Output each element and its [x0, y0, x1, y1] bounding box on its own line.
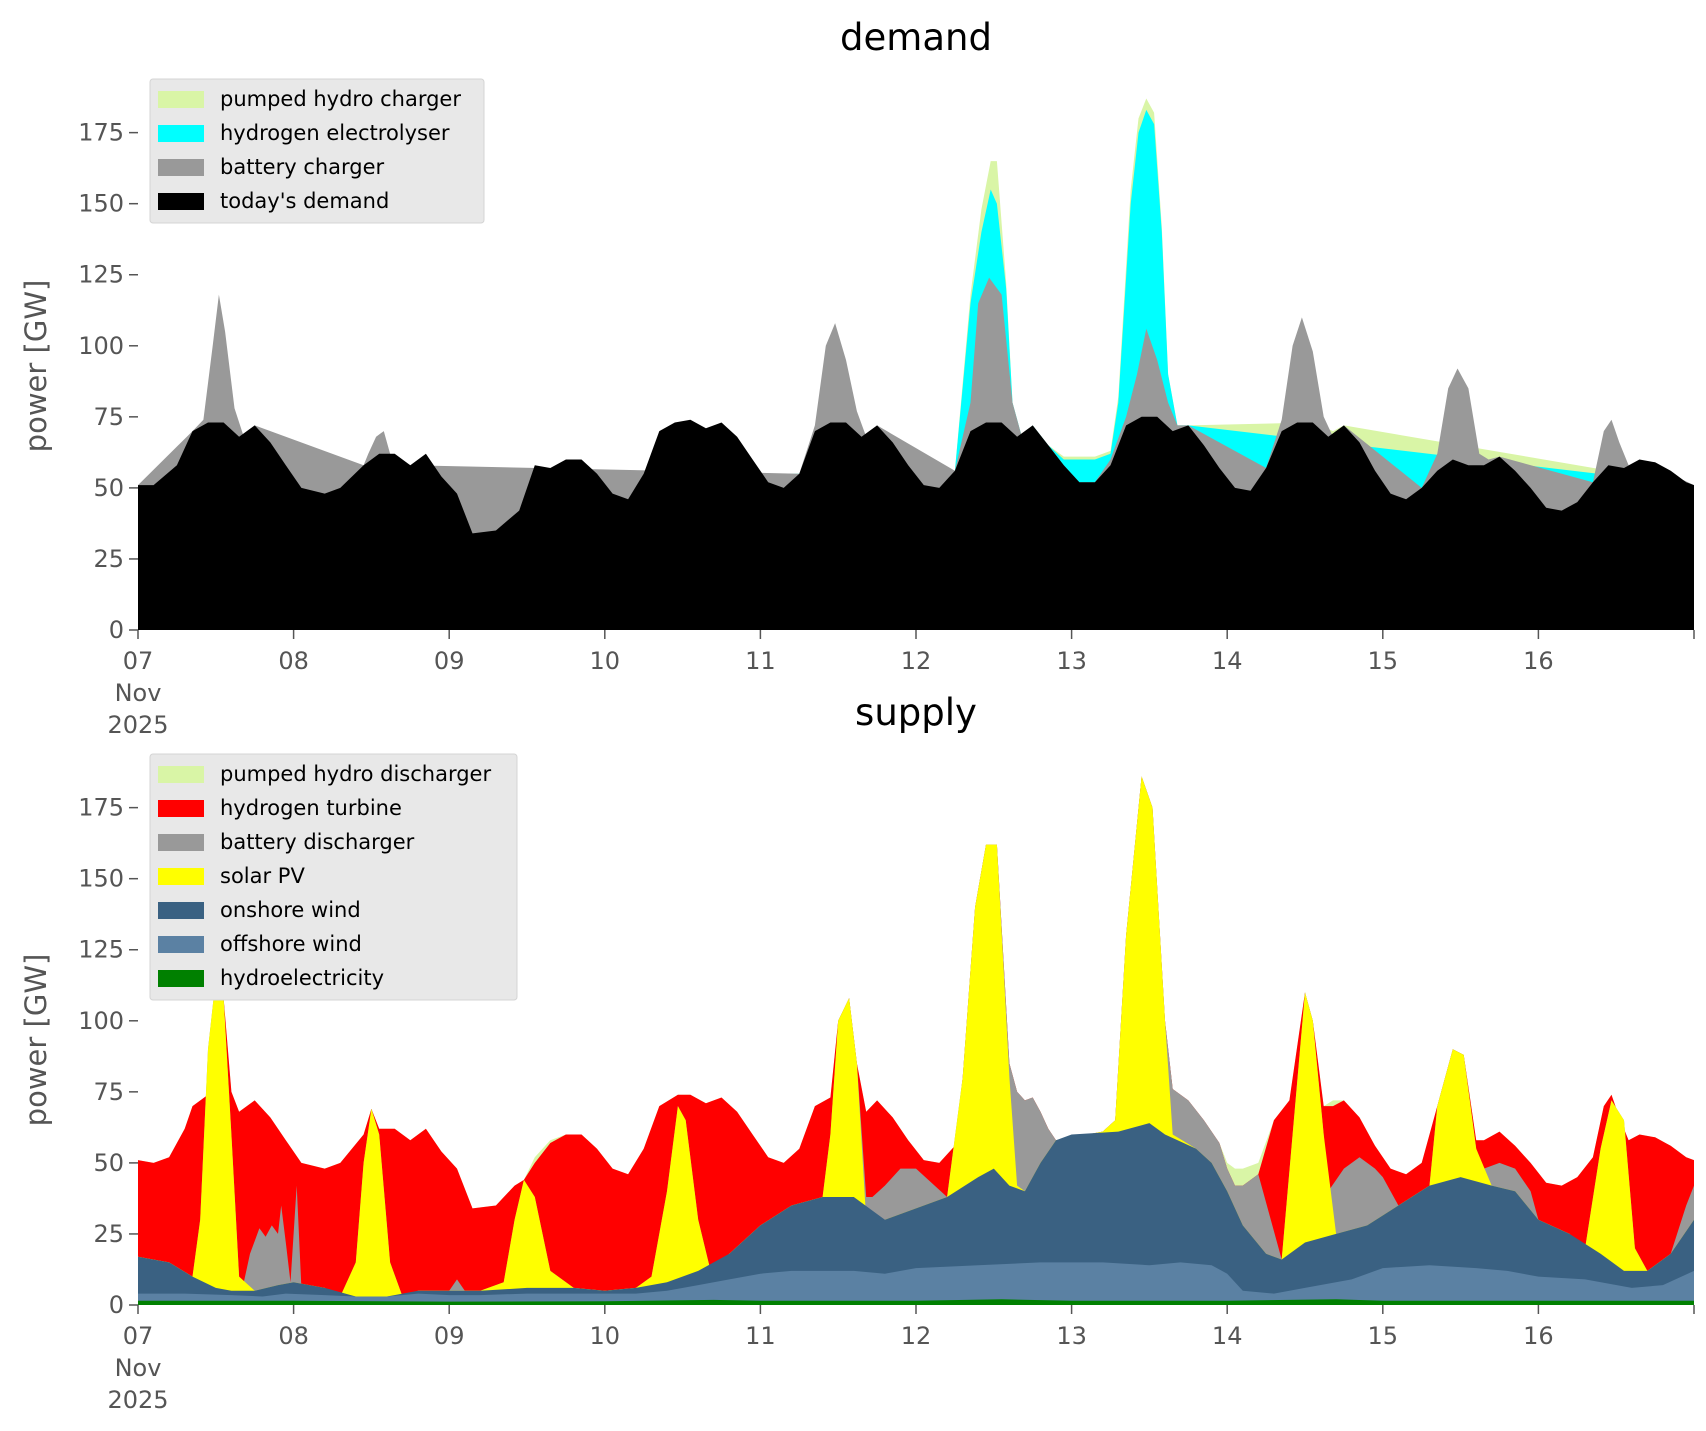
- legend-label-battery-charger: battery charger: [220, 155, 385, 179]
- x-tick-label: 15: [1368, 1322, 1399, 1350]
- x-tick-label: 07: [123, 647, 154, 675]
- y-tick-label: 175: [78, 119, 124, 147]
- x-tick-label: 2025: [107, 711, 168, 739]
- demand-panel: demand power [GW] 0 25 50 75 100 125 150 175 07 N…: [19, 16, 1695, 739]
- x-tick-label: 14: [1212, 647, 1243, 675]
- legend-label-hydrogen-electrolyser: hydrogen electrolyser: [220, 121, 450, 145]
- legend-box: [149, 78, 485, 224]
- x-tick-label: 14: [1212, 1322, 1243, 1350]
- legend-label-hydrogen-turbine: hydrogen turbine: [220, 796, 402, 820]
- legend: pumped hydro charger hydrogen electrolyse…: [149, 78, 485, 224]
- legend-swatch-today-s-demand: [158, 193, 204, 210]
- legend-box: [149, 753, 518, 1001]
- x-tick-label: Nov: [115, 679, 162, 707]
- y-tick-label: 100: [78, 1007, 124, 1035]
- legend-swatch-offshore-wind: [158, 936, 204, 953]
- x-tick-label: 09: [434, 647, 465, 675]
- supply-panel: supply power [GW] 0 25 50 75 100 125 150 175 07 N…: [19, 691, 1695, 1414]
- legend-label-hydroelectricity: hydroelectricity: [220, 966, 384, 990]
- x-tick-label: 10: [590, 1322, 621, 1350]
- legend-label-offshore-wind: offshore wind: [220, 932, 362, 956]
- chart-title: supply: [855, 691, 977, 734]
- legend-swatch-solar-pv: [158, 868, 204, 885]
- y-tick-label: 50: [93, 1149, 124, 1177]
- area-layers: [138, 98, 1694, 630]
- x-tick-label: 10: [590, 647, 621, 675]
- legend-label-pumped-hydro-charger: pumped hydro charger: [220, 87, 461, 111]
- legend-swatch-hydrogen-turbine: [158, 800, 204, 817]
- x-tick-label: 09: [434, 1322, 465, 1350]
- area-solar-pv: [138, 776, 1694, 1305]
- x-tick-label: 2025: [107, 1386, 168, 1414]
- x-tick-label: 13: [1056, 1322, 1087, 1350]
- legend-label-onshore-wind: onshore wind: [220, 898, 361, 922]
- x-tick-label: 08: [278, 647, 309, 675]
- area-onshore-wind: [138, 1123, 1694, 1305]
- x-tick-label: 07: [123, 1322, 154, 1350]
- x-tick-label: 11: [745, 647, 776, 675]
- y-axis-label: power [GW]: [19, 280, 53, 453]
- y-tick-label: 0: [109, 1291, 124, 1319]
- y-tick-label: 150: [78, 865, 124, 893]
- legend-label-pumped-hydro-discharger: pumped hydro discharger: [220, 762, 491, 786]
- axes: 0 25 50 75 100 125 150 175 07 Nov 2025 08 09 10 11 12 13…: [78, 794, 1695, 1414]
- x-tick-label: 13: [1056, 647, 1087, 675]
- x-tick-label: 11: [745, 1322, 776, 1350]
- x-tick-label: 08: [278, 1322, 309, 1350]
- x-tick-label: 12: [901, 647, 932, 675]
- y-tick-label: 75: [93, 1078, 124, 1106]
- legend-swatch-pumped-hydro-charger: [158, 91, 204, 108]
- y-tick-label: 0: [109, 616, 124, 644]
- x-tick-label: 12: [901, 1322, 932, 1350]
- y-tick-label: 50: [93, 474, 124, 502]
- y-tick-label: 125: [78, 261, 124, 289]
- y-tick-label: 150: [78, 190, 124, 218]
- y-tick-label: 175: [78, 794, 124, 822]
- legend: pumped hydro discharger hydrogen turbine b…: [149, 753, 518, 1001]
- legend-label-today-s-demand: today's demand: [220, 189, 389, 213]
- chart-title: demand: [840, 16, 992, 59]
- legend-swatch-onshore-wind: [158, 902, 204, 919]
- legend-label-battery-discharger: battery discharger: [220, 830, 415, 854]
- y-tick-label: 125: [78, 936, 124, 964]
- y-tick-label: 100: [78, 332, 124, 360]
- x-tick-label: 16: [1523, 647, 1554, 675]
- y-tick-label: 25: [93, 1220, 124, 1248]
- legend-swatch-hydrogen-electrolyser: [158, 125, 204, 142]
- legend-swatch-battery-charger: [158, 159, 204, 176]
- legend-swatch-hydroelectricity: [158, 970, 204, 987]
- area-offshore-wind: [138, 1262, 1694, 1305]
- area-today-s-demand: [138, 416, 1694, 630]
- x-tick-label: Nov: [115, 1354, 162, 1382]
- axes: 0 25 50 75 100 125 150 175 07 Nov 2025 08 09 10 11 12 13…: [78, 119, 1695, 739]
- x-tick-label: 15: [1368, 647, 1399, 675]
- area-layers: [138, 776, 1694, 1305]
- x-tick-label: 16: [1523, 1322, 1554, 1350]
- legend-swatch-battery-discharger: [158, 834, 204, 851]
- legend-swatch-pumped-hydro-discharger: [158, 766, 204, 783]
- legend-label-solar-pv: solar PV: [220, 864, 305, 888]
- y-tick-label: 75: [93, 403, 124, 431]
- y-axis-label: power [GW]: [19, 954, 53, 1127]
- y-tick-label: 25: [93, 545, 124, 573]
- area-hydroelectricity: [138, 1299, 1694, 1305]
